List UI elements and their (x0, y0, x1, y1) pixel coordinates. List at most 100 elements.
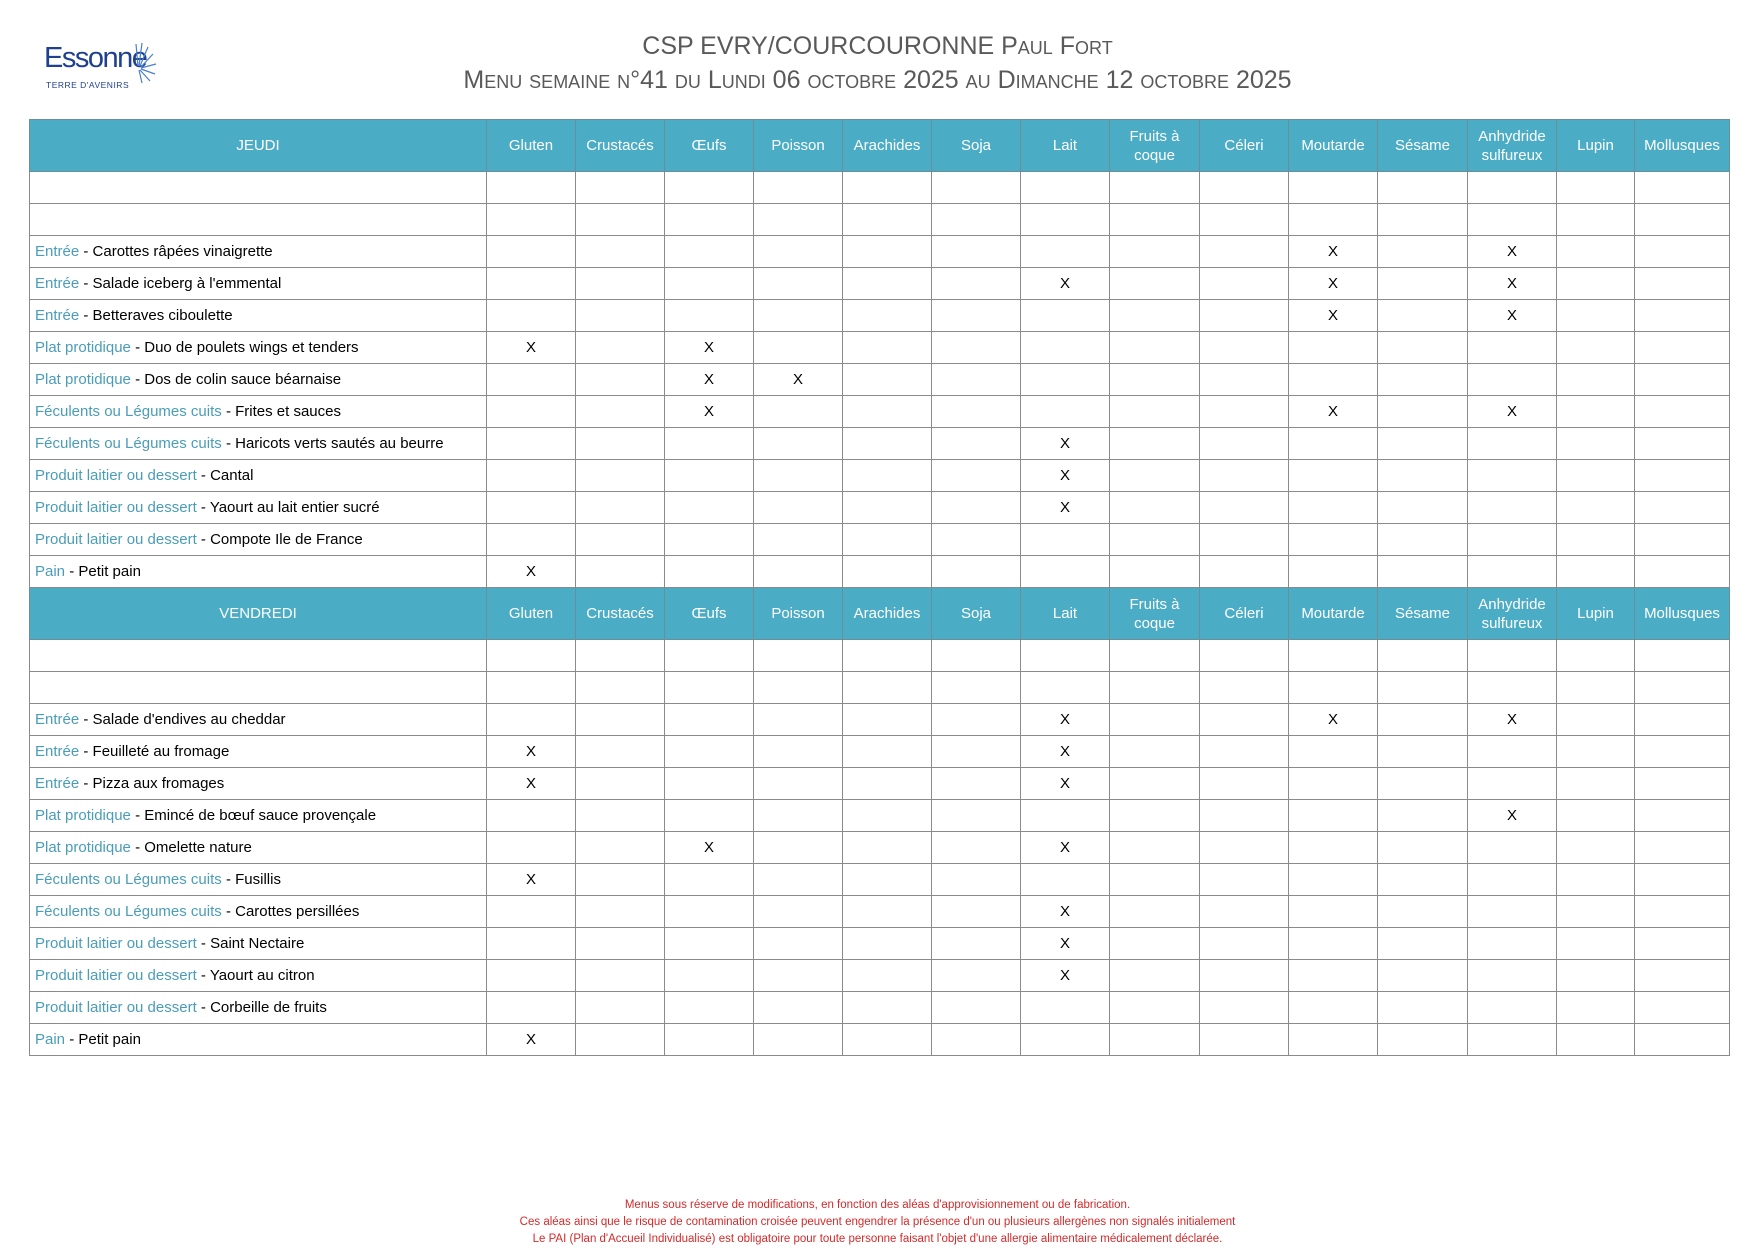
allergen-cell (664, 235, 754, 268)
allergen-cell (1288, 799, 1378, 832)
allergen-cell (1288, 491, 1378, 524)
allergen-cell (1556, 1023, 1635, 1056)
allergen-cell (753, 1023, 843, 1056)
allergen-cell (1020, 523, 1110, 556)
allergen-cell (1020, 991, 1110, 1024)
allergen-cell (753, 735, 843, 768)
allergen-header: Gluten (486, 119, 576, 172)
allergen-cell (753, 863, 843, 896)
allergen-cell (1020, 395, 1110, 428)
allergen-cell (1634, 459, 1730, 492)
allergen-cell (1634, 299, 1730, 332)
allergen-cell (931, 799, 1021, 832)
allergen-header: Lait (1020, 587, 1110, 640)
dish-category: Entrée (35, 307, 80, 324)
allergen-mark: X (664, 363, 754, 396)
allergen-cell (1467, 523, 1557, 556)
allergen-cell (1199, 171, 1289, 204)
allergen-cell (1556, 491, 1635, 524)
footer-disclaimer: Menus sous réserve de modifications, en … (0, 1197, 1755, 1248)
allergen-cell (1109, 427, 1200, 460)
allergen-cell (1109, 703, 1200, 736)
allergen-cell (842, 863, 932, 896)
allergen-cell (486, 703, 576, 736)
allergen-header: Fruits à coque (1109, 587, 1200, 640)
separator: - (221, 403, 236, 420)
allergen-cell (575, 831, 665, 864)
allergen-cell (1634, 267, 1730, 300)
allergen-cell (753, 235, 843, 268)
allergen-cell (664, 491, 754, 524)
page-subtitle: Menu semaine n°41 du Lundi 06 octobre 20… (463, 66, 1292, 94)
separator: - (196, 467, 211, 484)
dish-cell: Féculents ou Légumes cuits - Carottes pe… (29, 895, 487, 928)
dish-name: Carottes persillées (235, 903, 360, 920)
allergen-cell (1556, 299, 1635, 332)
allergen-cell (486, 927, 576, 960)
allergen-cell (842, 299, 932, 332)
table-row: Entrée - Carottes râpées vinaigrette X X (29, 235, 1730, 268)
allergen-cell (842, 767, 932, 800)
allergen-cell (486, 671, 576, 704)
allergen-cell (575, 331, 665, 364)
allergen-cell (1199, 491, 1289, 524)
allergen-cell (1556, 171, 1635, 204)
allergen-cell (1556, 703, 1635, 736)
allergen-cell (931, 735, 1021, 768)
allergen-cell (1109, 639, 1200, 672)
logo-tagline: TERRE D'AVENIRS (46, 80, 130, 90)
allergen-cell (753, 767, 843, 800)
allergen-cell (842, 959, 932, 992)
allergen-cell (1467, 331, 1557, 364)
allergen-cell (1377, 203, 1468, 236)
dish-cell: Pain - Petit pain (29, 555, 487, 588)
allergen-cell (664, 671, 754, 704)
table-row: Entrée - Feuilleté au fromage X X (29, 735, 1730, 768)
allergen-cell (664, 427, 754, 460)
allergen-cell (1288, 459, 1378, 492)
allergen-cell (486, 203, 576, 236)
allergen-cell (1556, 799, 1635, 832)
allergen-cell (1556, 395, 1635, 428)
separator: - (65, 1031, 79, 1048)
allergen-cell (575, 863, 665, 896)
allergen-cell (1109, 459, 1200, 492)
allergen-cell (1467, 491, 1557, 524)
allergen-cell (486, 991, 576, 1024)
allergen-cell (575, 523, 665, 556)
allergen-cell (1467, 959, 1557, 992)
allergen-cell (1634, 1023, 1730, 1056)
menu-allergen-table: JEUDI Gluten Crustacés Œufs Poisson Arachides… (29, 119, 1730, 1056)
allergen-cell (1377, 235, 1468, 268)
allergen-header: Gluten (486, 587, 576, 640)
dish-category: Entrée (35, 743, 80, 760)
allergen-header: Crustacés (575, 119, 665, 172)
dish-name: Duo de poulets wings et tenders (144, 339, 359, 356)
allergen-header: Poisson (753, 119, 843, 172)
table-row (29, 203, 1730, 236)
allergen-mark: X (1020, 767, 1110, 800)
separator: - (221, 871, 236, 888)
allergen-cell (1288, 863, 1378, 896)
allergen-cell (1377, 863, 1468, 896)
allergen-cell (753, 991, 843, 1024)
allergen-header: Lait (1020, 119, 1110, 172)
allergen-cell (575, 767, 665, 800)
separator: - (79, 243, 93, 260)
separator: - (221, 903, 236, 920)
allergen-header: Crustacés (575, 587, 665, 640)
allergen-cell (664, 863, 754, 896)
allergen-cell (842, 831, 932, 864)
allergen-cell (575, 927, 665, 960)
allergen-cell (931, 395, 1021, 428)
allergen-cell (1634, 523, 1730, 556)
allergen-mark: X (1020, 831, 1110, 864)
allergen-cell (1556, 555, 1635, 588)
allergen-cell (753, 927, 843, 960)
allergen-cell (1109, 363, 1200, 396)
allergen-cell (931, 331, 1021, 364)
allergen-cell (1467, 863, 1557, 896)
allergen-cell (1556, 735, 1635, 768)
allergen-cell (1634, 671, 1730, 704)
allergen-cell (1377, 735, 1468, 768)
